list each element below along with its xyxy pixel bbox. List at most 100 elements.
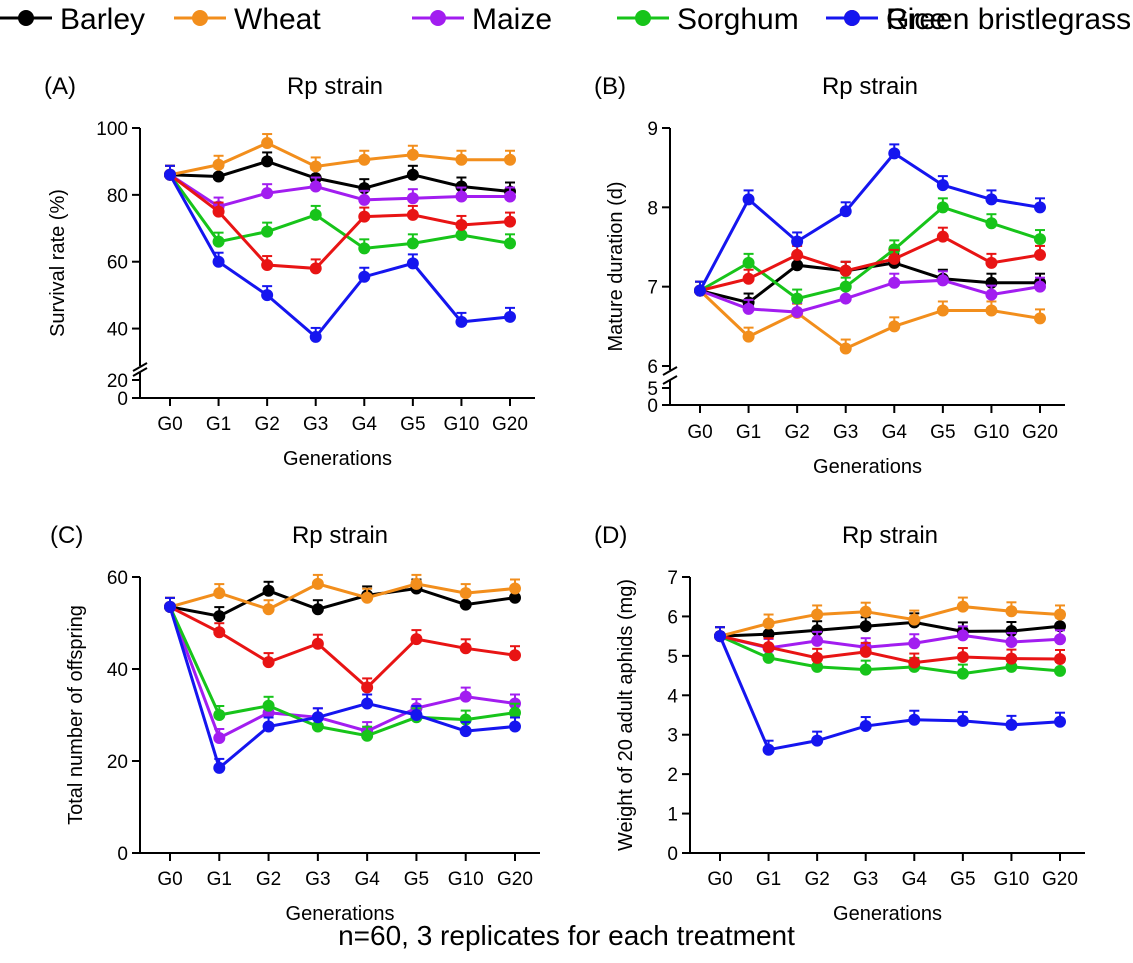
data-point	[985, 288, 998, 301]
series-sorghum	[694, 197, 1046, 305]
legend-label: Sorghum	[677, 3, 799, 36]
data-point	[859, 620, 872, 633]
series-line	[168, 606, 516, 771]
data-point	[762, 617, 775, 630]
data-point	[985, 304, 998, 317]
data-point	[509, 649, 521, 662]
y-tick-label: 5	[667, 647, 678, 668]
panel-letter: (B)	[594, 73, 626, 100]
data-point	[1005, 660, 1018, 673]
data-point	[956, 667, 969, 680]
series-line	[168, 173, 511, 250]
data-point	[762, 743, 775, 756]
data-point	[936, 274, 949, 287]
y-tick-label: 0	[667, 844, 678, 865]
data-point	[309, 262, 322, 275]
data-point	[504, 310, 516, 323]
panel-title: Rp strain	[287, 73, 383, 100]
data-point	[358, 210, 371, 223]
x-tick-label: G20	[1022, 422, 1058, 443]
data-point	[261, 155, 274, 168]
data-point	[1054, 608, 1066, 621]
data-point	[406, 208, 419, 221]
x-tick-label: G1	[207, 869, 232, 890]
series-line	[719, 605, 1061, 638]
x-axis-label: Generations	[813, 456, 922, 478]
y-tick-label: 5	[647, 379, 658, 400]
data-point	[811, 651, 824, 664]
series-line	[169, 173, 511, 270]
data-point	[406, 237, 419, 250]
data-point	[1054, 620, 1066, 633]
data-point	[956, 651, 969, 664]
data-point	[212, 170, 225, 183]
data-point	[1054, 664, 1066, 677]
data-point	[410, 709, 423, 721]
data-point	[213, 587, 226, 600]
data-point	[459, 725, 472, 738]
data-point	[358, 270, 371, 283]
data-point	[261, 259, 274, 272]
x-axis-label: Generations	[833, 903, 942, 925]
data-point	[1034, 201, 1046, 214]
data-point	[309, 180, 322, 193]
data-point	[406, 168, 419, 181]
data-point	[262, 603, 275, 616]
x-tick-label: G2	[784, 422, 809, 443]
series-line	[169, 605, 516, 690]
x-tick-label: G3	[833, 422, 858, 443]
series-line	[169, 586, 516, 618]
data-point	[262, 584, 275, 597]
x-tick-label: G2	[804, 869, 829, 890]
data-point	[311, 637, 324, 650]
y-tick-label: 20	[107, 371, 128, 392]
footnote: n=60, 3 replicates for each treatment	[338, 920, 795, 951]
panel-b: (B) Rp strain 056 7 8 9 G0 G1 G2 G3 G4 G5 G10 G20 Gene…	[594, 73, 1065, 478]
x-tick-label: G5	[950, 869, 975, 890]
panel-title: Rp strain	[842, 522, 938, 549]
y-tick-label: 7	[667, 568, 678, 589]
data-point	[1005, 605, 1018, 618]
panel-letter: (A)	[44, 73, 76, 100]
data-point	[262, 720, 275, 733]
series-wheat	[164, 573, 521, 616]
data-point	[1034, 312, 1046, 325]
data-point	[212, 235, 225, 248]
y-tick-label: 6	[647, 357, 658, 378]
x-tick-label: G10	[973, 422, 1009, 443]
data-point	[908, 713, 921, 726]
panel-c: (C) Rp strain 0 20 40 60 G0 G1 G2 G3 G4 G5 G10 G20 Gen…	[50, 522, 540, 925]
data-point	[410, 633, 423, 646]
data-point	[261, 187, 274, 200]
legend-label: Wheat	[234, 3, 321, 36]
series-green-bristlegrass	[714, 626, 1066, 756]
data-point	[839, 292, 852, 305]
y-tick-label: 2	[667, 765, 678, 786]
data-point	[985, 256, 998, 269]
data-point	[888, 320, 901, 333]
data-point	[455, 180, 468, 193]
x-tick-label: G5	[930, 422, 955, 443]
data-point	[212, 158, 225, 171]
legend-marker	[412, 10, 464, 26]
data-point	[811, 660, 824, 673]
series-line	[718, 635, 1061, 752]
y-tick-label: 80	[107, 186, 128, 207]
data-point	[410, 577, 423, 590]
x-axis-label: Generations	[286, 903, 395, 925]
panel-a: (A) Rp strain 020 40 60 80 100 G0 G1 G2 G3 G4 G5 G10 G…	[44, 73, 535, 470]
legend-item-green-bristlegrass: Green bristlegrass	[826, 0, 1131, 40]
legend-marker	[0, 10, 52, 26]
data-point	[859, 645, 872, 658]
axis-break-mark	[662, 366, 678, 376]
data-point	[888, 147, 901, 160]
series-line	[168, 606, 516, 741]
series-line	[169, 582, 516, 611]
data-point	[361, 681, 374, 694]
data-point	[361, 591, 374, 604]
axis-break-mark	[132, 362, 148, 372]
data-point	[1034, 248, 1046, 261]
data-point	[459, 598, 472, 611]
data-point	[311, 603, 324, 616]
data-point	[762, 641, 775, 654]
